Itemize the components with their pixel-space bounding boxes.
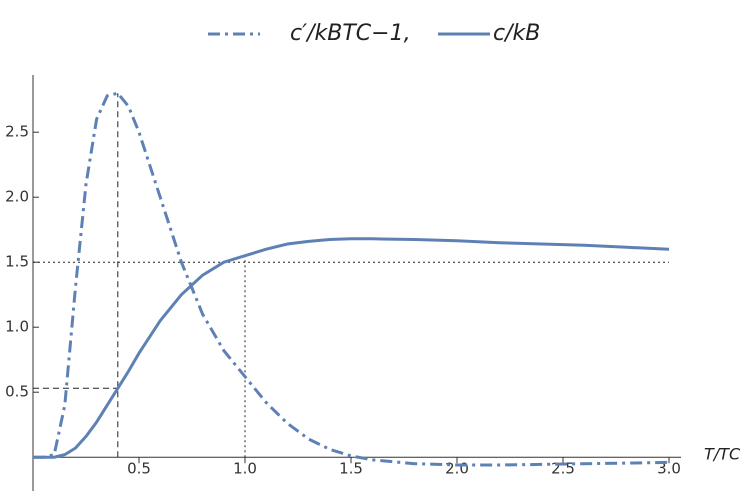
series-line — [33, 237, 670, 459]
y-tick-label: 2.0 — [5, 188, 29, 206]
x-tick-label: 0.5 — [127, 460, 151, 478]
series-line — [33, 91, 670, 467]
legend-label: c/kB — [493, 21, 540, 46]
x-tick-label: 2.0 — [445, 460, 469, 478]
y-tick-label: 1.0 — [5, 318, 29, 336]
y-tick-label: 0.5 — [5, 383, 29, 401]
legend-label: c′/kBTC−1, — [290, 21, 411, 46]
y-tick-label: 2.5 — [5, 123, 29, 141]
y-tick-label: 1.5 — [5, 253, 29, 271]
x-tick-label: 1.5 — [339, 460, 363, 478]
x-tick-label: 3.0 — [657, 460, 681, 478]
x-axis-label: T/TC — [704, 445, 741, 464]
x-tick-label: 1.0 — [233, 460, 257, 478]
x-tick-label: 2.5 — [551, 460, 575, 478]
